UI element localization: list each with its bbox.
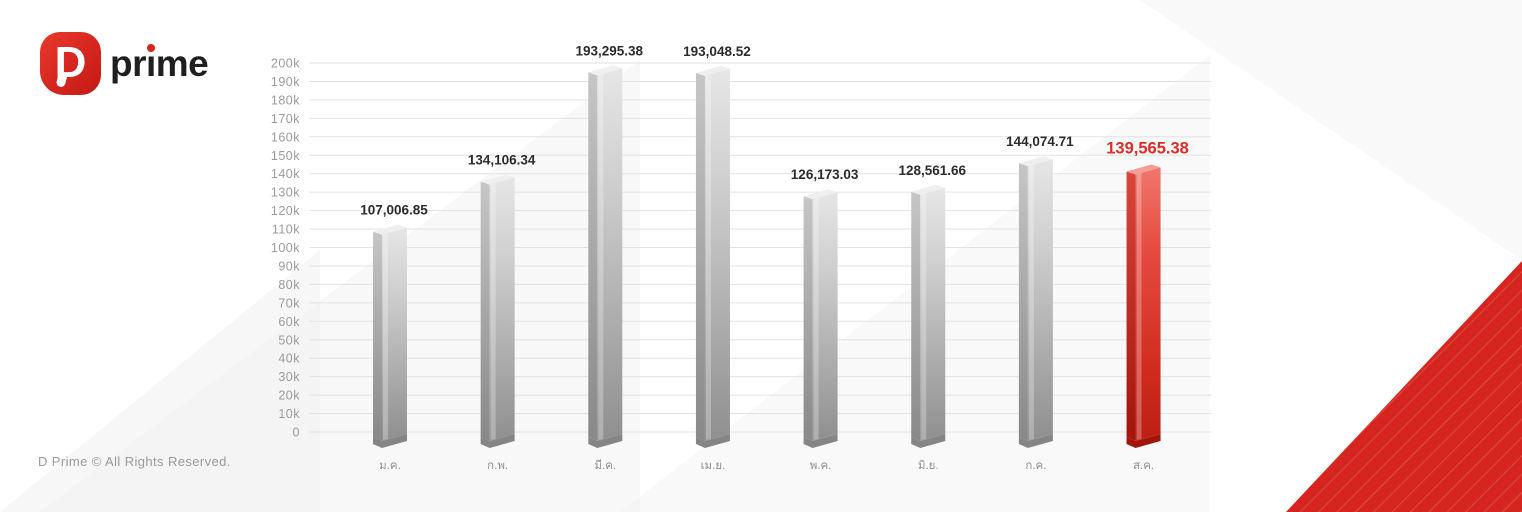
bar-front-face (489, 177, 515, 442)
bar-top-face (803, 189, 838, 200)
x-axis-label: ส.ค. (1133, 460, 1154, 472)
y-axis-tick-label: 30k (278, 370, 300, 384)
bar-value-label: 139,565.38 (1106, 140, 1189, 158)
bar-value-label: 144,074.71 (1006, 134, 1074, 149)
bar-value-label: 193,295.38 (576, 43, 644, 58)
bar-top-face (1018, 156, 1053, 167)
bar-top-face (373, 224, 407, 235)
bar-left-face (1018, 163, 1028, 441)
bar-left-face (803, 196, 813, 441)
bar (480, 174, 515, 448)
y-axis-tick-label: 20k (278, 389, 300, 403)
y-axis-tick-label: 10k (278, 407, 300, 421)
y-axis-tick-label: 80k (278, 278, 300, 292)
bar-foot (373, 434, 407, 448)
bar-foot (480, 434, 515, 448)
y-axis-tick-label: 180k (271, 93, 300, 107)
bar-front-face (1027, 159, 1053, 441)
copyright-text: D Prime © All Rights Reserved. (38, 454, 231, 469)
bar-left-face (911, 191, 921, 441)
bar-front-face (382, 227, 407, 441)
x-axis-label: มิ.ย. (918, 459, 939, 472)
bar-foot (911, 434, 946, 448)
y-axis-tick-label: 170k (271, 112, 300, 126)
dprime-logo: D pri me (40, 32, 209, 95)
bar (803, 189, 838, 448)
bar-sheen (1028, 164, 1034, 440)
bar-front-face (920, 187, 946, 441)
bar-highlighted (1126, 164, 1161, 448)
bar-left-face (588, 72, 598, 441)
bar-front-face (704, 68, 730, 442)
bar-top-face (695, 65, 730, 76)
bar-front-face (1135, 167, 1161, 441)
y-axis-tick-label: 0 (293, 426, 300, 440)
y-axis-tick-label: 70k (278, 296, 300, 310)
bar-value-label: 128,561.66 (898, 163, 966, 178)
logo-red-i-dot (146, 44, 155, 52)
bar-top-face (911, 184, 946, 195)
bar-foot (1018, 434, 1053, 448)
bar-sheen (598, 73, 604, 440)
logo-wordmark: pri me (110, 43, 209, 84)
y-axis-tick-label: 90k (278, 259, 300, 273)
x-axis-label: มี.ค. (594, 459, 616, 472)
bar-foot (588, 434, 623, 448)
bar-sheen (921, 193, 927, 440)
y-axis-tick-label: 50k (278, 333, 300, 347)
bar-sheen (490, 183, 496, 441)
y-axis-tick-label: 40k (278, 352, 300, 366)
bar-sheen (383, 233, 388, 440)
bar-left-face (373, 231, 382, 441)
y-axis-tick-label: 200k (271, 57, 300, 71)
y-axis-tick-label: 190k (271, 75, 300, 89)
bar-value-label: 193,048.52 (683, 44, 751, 59)
bar-top-face (1126, 164, 1161, 175)
bar-value-label: 126,173.03 (791, 167, 859, 182)
bar-value-label: 134,106.34 (468, 153, 536, 168)
bar-left-face (695, 72, 705, 442)
x-axis-label: เม.ย. (701, 460, 726, 472)
bar-front-face (597, 68, 623, 441)
bar (695, 65, 730, 448)
bar-foot (1126, 434, 1161, 448)
x-axis-label: ก.พ. (487, 460, 508, 472)
y-axis-tick-label: 60k (278, 315, 300, 329)
bar (373, 224, 407, 448)
bar-top-face (588, 65, 623, 76)
y-axis-tick-label: 100k (271, 241, 300, 255)
y-axis-tick-label: 120k (271, 204, 300, 218)
bar-left-face (1126, 171, 1136, 441)
bar (588, 65, 623, 448)
bar (911, 184, 946, 448)
x-axis-label: ม.ค. (379, 460, 401, 472)
x-axis-label: ก.ค. (1025, 460, 1046, 472)
dprime-logo-icon: D (40, 32, 101, 95)
y-axis-tick-label: 110k (272, 223, 300, 237)
bar-top-face (480, 174, 515, 185)
y-axis-tick-label: 150k (271, 149, 300, 163)
y-axis-tick-label: 130k (271, 186, 300, 200)
x-axis-label: พ.ค. (810, 460, 832, 472)
bar-foot (803, 434, 838, 448)
bar (1018, 156, 1053, 448)
bar-foot (695, 434, 730, 448)
bar-sheen (1136, 173, 1142, 440)
bar-value-label: 107,006.85 (360, 203, 428, 218)
bar-front-face (812, 192, 838, 441)
bar-sheen (813, 197, 819, 440)
bar-left-face (480, 181, 490, 442)
y-axis-tick-label: 140k (271, 167, 300, 181)
bar-sheen (705, 74, 711, 441)
y-axis-tick-label: 160k (271, 130, 300, 144)
